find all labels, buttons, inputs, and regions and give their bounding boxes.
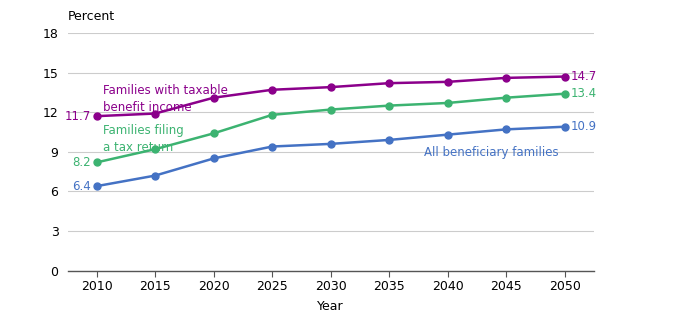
Text: Families filing
a tax return: Families filing a tax return <box>103 124 184 154</box>
Text: 14.7: 14.7 <box>570 70 597 83</box>
Text: 8.2: 8.2 <box>73 156 91 169</box>
Text: 11.7: 11.7 <box>65 110 91 123</box>
Text: 6.4: 6.4 <box>72 180 91 193</box>
Text: All beneficiary families: All beneficiary families <box>425 146 559 159</box>
Text: Families with taxable
benefit income: Families with taxable benefit income <box>103 84 227 115</box>
X-axis label: Year: Year <box>317 300 344 313</box>
Text: 10.9: 10.9 <box>570 120 597 133</box>
Text: Percent: Percent <box>68 10 115 23</box>
Text: 13.4: 13.4 <box>570 87 597 100</box>
